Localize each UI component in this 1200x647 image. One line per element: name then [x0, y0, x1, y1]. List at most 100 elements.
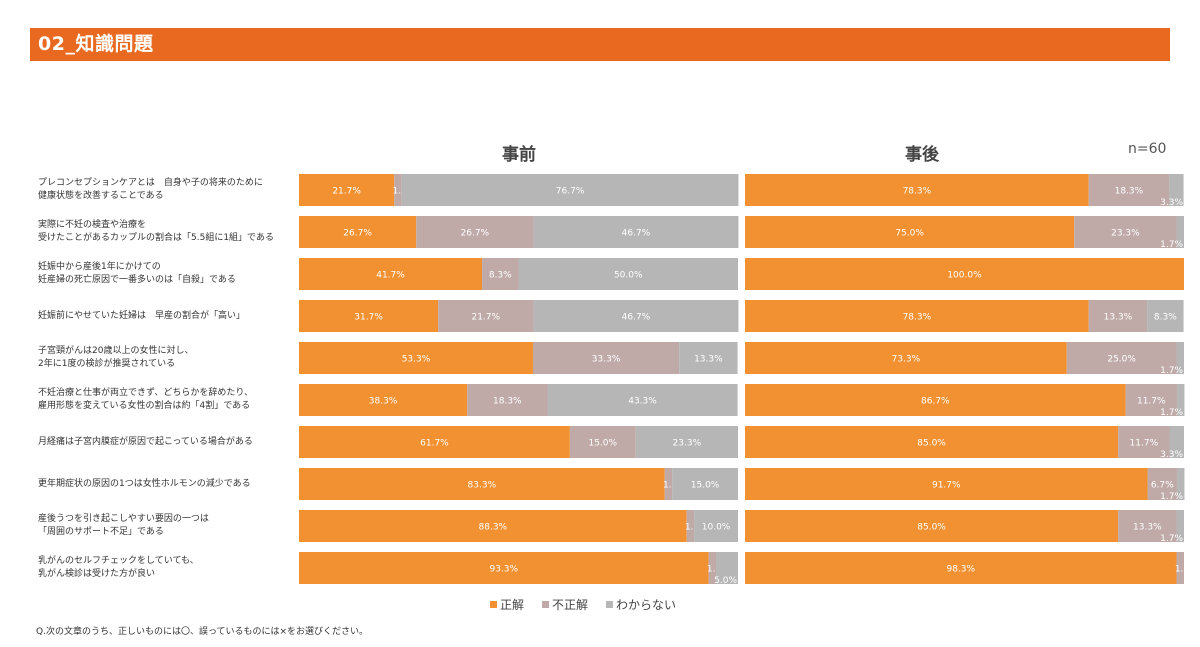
- data-label-unknown: 15.0%: [691, 481, 720, 491]
- bar-segment-incorrect: [467, 384, 548, 416]
- data-label-incorrect: 13.3%: [1104, 313, 1133, 323]
- data-label-incorrect: 18.3%: [1115, 187, 1144, 197]
- data-label-correct: 85.0%: [917, 439, 946, 449]
- legend-item-correct: 正解: [490, 596, 524, 613]
- data-label-unknown: 3.3%: [1160, 450, 1183, 460]
- data-label-unknown: 5.0%: [714, 576, 737, 586]
- bar-segment-correct: [745, 552, 1177, 584]
- bar-segment-incorrect: [1088, 300, 1148, 332]
- question-label: 子宮頸がんは20歳以上の女性に対し、 2年に1度の検診が推奨されている: [38, 346, 194, 369]
- data-label-unknown: 1.7%: [1160, 408, 1183, 418]
- data-label-unknown: 43.3%: [628, 397, 657, 407]
- bar-segment-correct: [745, 174, 1089, 206]
- bar-segment-correct: [745, 342, 1067, 374]
- question-label: 妊娠前にやせていた妊婦は 早産の割合が「高い」: [38, 310, 246, 321]
- bar-segment-correct: [745, 426, 1119, 458]
- data-label-unknown: 1.7%: [1160, 492, 1183, 502]
- data-label-unknown: 50.0%: [614, 271, 643, 281]
- bar-segment-correct: [745, 384, 1126, 416]
- footnote: Q.次の文章のうち、正しいものには〇、誤っているものには×をお選びください。: [36, 627, 369, 637]
- bar-segment-unknown: [1147, 300, 1184, 332]
- data-label-incorrect: 11.7%: [1137, 397, 1166, 407]
- bar-segment-correct: [745, 510, 1119, 542]
- bar-segment-incorrect: [532, 342, 680, 374]
- data-label-correct: 100.0%: [947, 271, 982, 281]
- bar-segment-unknown: [1176, 342, 1184, 374]
- data-label-incorrect: 18.3%: [493, 397, 522, 407]
- question-label: 不妊治療と仕事が両立できず、どちらかを辞めたり、 雇用形態を変えている女性の割合…: [38, 388, 254, 411]
- bar-segment-incorrect: [1066, 342, 1177, 374]
- bar-segment-incorrect: [394, 174, 402, 206]
- data-label-unknown: 1.7%: [1160, 534, 1183, 544]
- bar-segment-unknown: [401, 174, 739, 206]
- bar-segment-incorrect: [1118, 426, 1170, 458]
- data-label-incorrect: 11.7%: [1130, 439, 1159, 449]
- data-label-correct: 85.0%: [917, 523, 946, 533]
- bar-segment-unknown: [1176, 216, 1184, 248]
- bar-segment-unknown: [1169, 426, 1184, 458]
- bar-segment-correct: [745, 258, 1184, 290]
- data-label-incorrect: 25.0%: [1107, 355, 1136, 365]
- bar-segment-incorrect: [1118, 510, 1177, 542]
- data-label-correct: 53.3%: [402, 355, 431, 365]
- data-label-incorrect: 26.7%: [461, 229, 490, 239]
- bar-segment-unknown: [679, 342, 738, 374]
- bar-segment-correct: [299, 300, 439, 332]
- data-label-correct: 21.7%: [332, 187, 361, 197]
- bar-segment-unknown: [1176, 468, 1185, 500]
- bar-segment-unknown: [518, 258, 738, 290]
- question-label: 産後うつを引き起こしやすい要因の一つは 「周囲のサポート不足」である: [38, 514, 209, 537]
- bar-segment-unknown: [716, 552, 738, 584]
- page-title: 02_知識問題: [38, 33, 154, 55]
- legend-swatch-unknown: [606, 601, 614, 608]
- data-label-incorrect: 15.0%: [588, 439, 617, 449]
- data-label-unknown: 3.3%: [1160, 198, 1183, 208]
- bar-segment-incorrect: [1176, 552, 1184, 584]
- data-label-correct: 73.3%: [892, 355, 921, 365]
- legend-swatch-correct: [490, 601, 497, 608]
- panel-header-before: 事前: [502, 145, 536, 165]
- question-label: 乳がんのセルフチェックをしていても、 乳がん検診は受けた方が良い: [38, 556, 199, 579]
- bar-segment-unknown: [533, 300, 739, 332]
- bar-segment-unknown: [533, 216, 739, 248]
- legend-label-unknown: わからない: [616, 598, 677, 612]
- bar-segment-incorrect: [686, 510, 695, 542]
- bar-segment-correct: [299, 174, 395, 206]
- bar-segment-correct: [299, 384, 468, 416]
- legend-item-unknown: わからない: [606, 596, 676, 613]
- sample-size-label: n=60: [1128, 141, 1167, 157]
- data-label-unknown: 8.3%: [1154, 313, 1177, 323]
- bar-segment-incorrect: [1147, 468, 1177, 500]
- bar-segment-correct: [299, 258, 483, 290]
- data-label-correct: 26.7%: [343, 229, 372, 239]
- data-label-correct: 78.3%: [903, 187, 932, 197]
- data-label-correct: 93.3%: [489, 565, 518, 575]
- data-label-unknown: 1.7%: [1160, 240, 1183, 250]
- data-label-incorrect: 1.7%: [1175, 565, 1198, 575]
- bar-segment-unknown: [1169, 174, 1184, 206]
- bar-segment-correct: [299, 468, 665, 500]
- legend-label-incorrect: 不正解: [552, 598, 589, 612]
- data-label-correct: 41.7%: [376, 271, 405, 281]
- data-label-unknown: 76.7%: [556, 187, 585, 197]
- question-label: プレコンセプションケアとは 自身や子の将来のために 健康状態を改善することである: [38, 178, 263, 201]
- data-label-unknown: 1.7%: [1160, 366, 1183, 376]
- bar-segment-correct: [299, 426, 570, 458]
- bar-segment-incorrect: [438, 300, 534, 332]
- bar-segment-unknown: [1176, 510, 1184, 542]
- bar-segment-unknown: [635, 426, 738, 458]
- bar-segment-correct: [299, 216, 417, 248]
- data-label-correct: 75.0%: [895, 229, 924, 239]
- bar-segment-correct: [745, 216, 1075, 248]
- data-label-unknown: 46.7%: [622, 229, 651, 239]
- data-label-incorrect: 23.3%: [1111, 229, 1140, 239]
- question-label: 更年期症状の原因の1つは女性ホルモンの減少である: [38, 478, 251, 489]
- data-label-correct: 91.7%: [932, 481, 961, 491]
- bar-segment-incorrect: [1088, 174, 1170, 206]
- bar-segment-correct: [745, 300, 1089, 332]
- bar-segment-correct: [745, 468, 1148, 500]
- legend-label-correct: 正解: [500, 598, 525, 612]
- data-label-incorrect: 8.3%: [489, 271, 512, 281]
- question-label: 妊娠中から産後1年にかけての 妊産婦の死亡原因で一番多いのは「自殺」である: [38, 262, 236, 285]
